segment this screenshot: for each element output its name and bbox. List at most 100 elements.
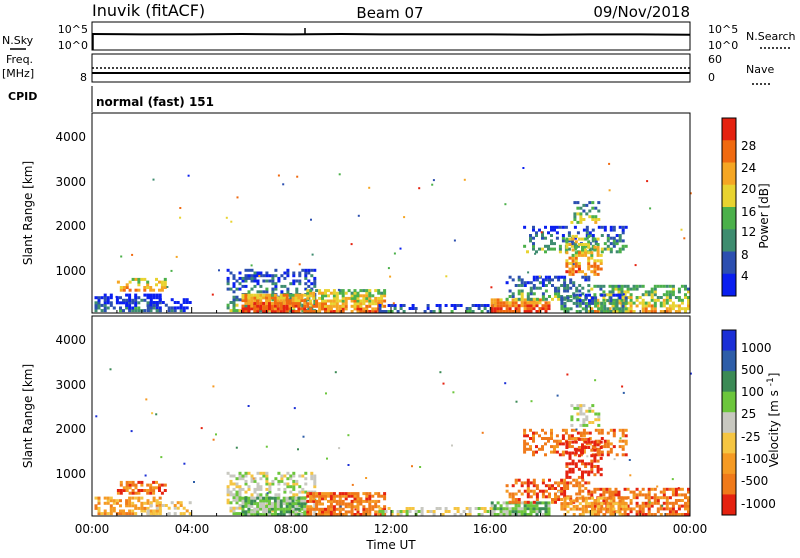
scatter-cell [581,248,584,252]
scatter-cell [674,501,678,505]
scatter-cell [540,231,543,234]
scatter-cell [568,270,572,274]
scatter-cell [309,302,313,306]
scatter-cell [653,499,657,502]
scatter-cell [606,453,610,457]
scatter-cell [265,499,269,503]
scatter-cell [596,304,600,308]
power-colorbar [721,117,737,297]
scatter-cell [235,490,239,494]
scatter-cell [565,262,569,265]
scatter-cell [565,470,569,474]
scatter-cell [359,307,363,311]
scatter-cell [262,301,266,305]
scatter-cell [534,252,537,255]
scatter-cell [626,284,630,288]
scatter-cell [97,301,101,305]
scatter-cell [362,307,366,311]
scatter-cell [617,490,621,494]
scatter-cell [97,496,101,500]
scatter-cell [327,492,330,496]
scatter-cell [300,496,304,500]
scatter-cell [523,481,527,485]
scatter-cell [490,513,494,516]
scatter-cell [600,250,604,254]
scatter-cell [226,487,230,491]
scatter-cell [327,289,330,293]
scatter-cell [288,299,292,303]
scatter-cell [365,304,369,308]
scatter-cell [339,505,342,508]
scatter-cell [238,276,242,280]
scatter-cell [474,304,478,307]
scatter-cell [399,307,403,310]
scatter-cell [158,501,162,505]
scatter-cell [252,477,255,480]
scatter-cell [544,289,548,293]
scatter-cell [247,310,251,313]
scatter-cell [128,491,132,495]
scatter-cell [581,437,584,441]
scatter-cell [368,497,372,501]
scatter-cell [335,310,339,313]
scatter-cell [527,271,530,274]
scatter-cell [253,296,257,300]
scatter-cell [297,301,301,305]
scatter-cell [615,299,619,303]
scatter-cell [329,494,333,498]
scatter-cell [356,510,360,514]
scatter-cell [499,310,503,313]
scatter-cell [560,299,564,303]
scatter-cell [483,304,487,307]
scatter-cell [229,482,233,486]
scatter-cell [599,487,603,491]
scatter-cell [182,506,186,510]
scatter-cell [365,289,369,293]
scatter-cell [432,179,435,182]
scatter-cell [566,296,570,300]
scatter-cell [344,492,348,496]
scatter-cell [377,494,381,498]
scatter-cell [499,304,503,308]
scatter-cell [146,499,150,503]
scatter-cell [292,274,296,278]
scatter-cell [603,293,607,297]
scatter-cell [585,442,589,446]
scatter-cell [356,513,360,516]
scatter-cell [235,298,239,302]
scatter-cell [163,280,167,284]
scatter-cell [134,483,138,487]
scatter-cell [179,303,183,307]
vel-cbar-tick-500: 500 [741,363,764,377]
scatter-cell [292,282,296,286]
scatter-cell [522,167,525,169]
vel-cbar-tick-25: 25 [741,407,756,421]
scatter-cell [283,482,287,486]
scatter-cell [544,453,547,457]
scatter-cell [581,507,585,511]
scatter-cell [591,513,594,516]
scatter-cell [347,510,351,514]
scatter-cell [514,478,518,482]
scatter-cell [615,304,619,308]
scatter-cell [300,307,304,311]
scatter-cell [687,501,690,505]
scatter-cell [371,307,375,311]
power-colorbar-swatch-1 [722,140,736,163]
scatter-cell [576,418,580,422]
scatter-cell [668,507,672,511]
velocity-colorbar-text: Velocity [m s [767,390,781,467]
scatter-cell [535,510,539,514]
scatter-cell [587,245,591,249]
scatter-cell [250,301,254,305]
scatter-cell [341,296,345,300]
scatter-cell [182,306,186,310]
scatter-cell [285,296,289,300]
scatter-cell [626,290,630,294]
scatter-cell [383,497,387,501]
scatter-cell [578,492,582,496]
scatter-cell [250,513,254,516]
scatter-cell [297,296,301,300]
scatter-cell [582,431,586,435]
